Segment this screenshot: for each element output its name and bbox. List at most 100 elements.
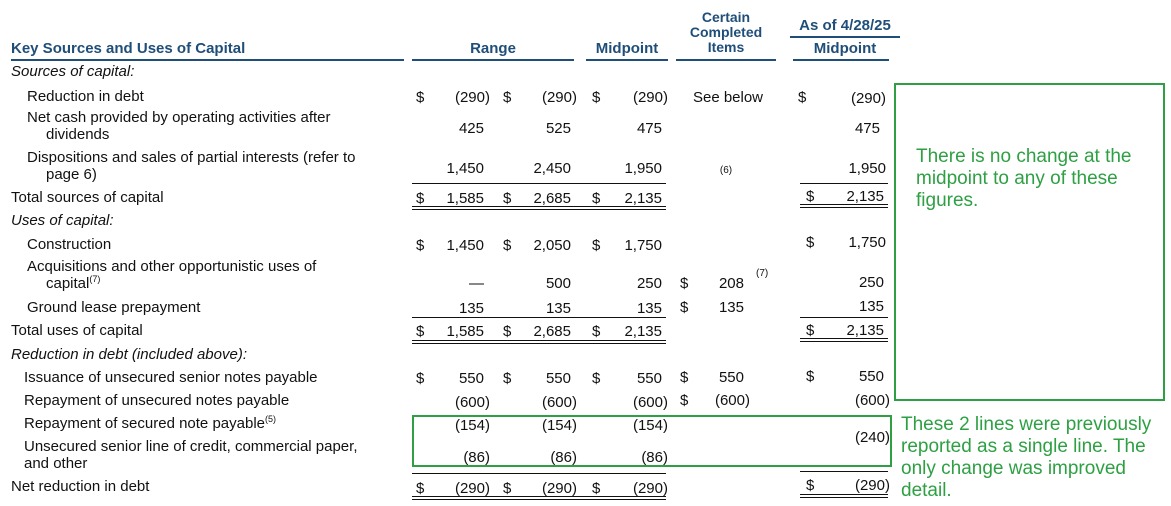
asof-cell: 475 [854,120,880,137]
asof-cell: 250 [858,274,884,291]
midpoint-cell: (290) [632,89,668,106]
footnote-ref: (7) [89,274,101,284]
row-label: Repayment of secured note payable(5) [24,414,276,433]
range-high-cell: (86) [550,449,577,466]
row-label-cont: and other [24,455,88,472]
asof-cell: 2,135 [846,188,884,205]
dollar-sign: $ [680,299,689,316]
range-high-cell: (290) [541,480,577,497]
footnote-ref: (5) [265,414,276,424]
row-label: Net cash provided by operating activitie… [27,109,331,126]
total-rule-2 [800,207,888,208]
certain-cell: 208 [718,275,744,292]
range-high-cell: (600) [541,394,577,411]
range-low-cell: 550 [458,370,484,387]
subtotal-rule [800,471,888,472]
range-high-cell: 2,685 [533,190,571,207]
row-label: Unsecured senior line of credit, commerc… [24,438,358,455]
dollar-sign: $ [806,188,815,205]
range-low-cell: (290) [454,89,490,106]
total-rule-1 [412,206,666,207]
section-uses: Uses of capital: [11,212,114,229]
dollar-sign: $ [416,370,425,387]
total-rule-1 [800,338,888,339]
footnote-ref: (6) [719,165,733,176]
certain-cell: 550 [718,369,744,386]
total-rule-1 [800,494,888,495]
section-sources: Sources of capital: [11,63,135,80]
row-label: Net reduction in debt [11,478,150,495]
annotation-box-midpoint [894,83,1165,401]
range-low-cell: 1,450 [446,160,484,177]
annotation-two-lines: These 2 lines were previously reported a… [901,414,1152,501]
row-label: Total uses of capital [11,322,143,339]
asof-header-underline [790,36,900,38]
dollar-sign: $ [592,323,601,340]
dollar-sign: $ [798,89,807,106]
total-rule-1 [412,496,666,497]
asof-cell: (600) [854,392,890,409]
dollar-sign: $ [503,323,512,340]
midpoint-cell: (86) [641,449,668,466]
range-low-cell: (290) [454,480,490,497]
subtotal-rule [800,183,888,184]
row-label-text: capital [46,275,90,292]
asof-cell: 550 [858,368,884,385]
dollar-sign: $ [503,480,512,497]
asof-header: As of 4/28/25 [799,17,891,34]
midpoint-underline [586,59,668,61]
range-low-cell: (600) [454,394,490,411]
midpoint-cell: 250 [636,275,662,292]
range-low-cell: (86) [463,449,490,466]
row-label: Issuance of unsecured senior notes payab… [24,369,318,386]
subtotal-rule [412,473,666,474]
midpoint-cell: 1,750 [624,237,662,254]
dollar-sign: $ [806,477,815,494]
asof-cell: (290) [850,90,886,107]
row-label: Construction [27,236,112,253]
dollar-sign: $ [503,237,512,254]
row-label-text: Repayment of secured note payable [24,415,265,432]
midpoint-cell: (600) [632,394,668,411]
row-label-cont: dividends [46,126,110,143]
dollar-sign: $ [503,190,512,207]
annotation-no-change: There is no change at the midpoint to an… [916,146,1132,211]
dollar-sign: $ [680,392,689,409]
range-high-cell: (154) [541,417,577,434]
range-low-cell: (154) [454,417,490,434]
range-low-cell: 1,450 [446,237,484,254]
subtotal-rule [412,317,666,318]
midpoint-cell: (154) [632,417,668,434]
dollar-sign: $ [416,89,425,106]
midpoint-cell: 2,135 [624,323,662,340]
dollar-sign: $ [680,369,689,386]
dollar-sign: $ [416,480,425,497]
midpoint-cell: 2,135 [624,190,662,207]
title-underline [11,59,404,61]
row-label-cont: page 6) [46,166,97,183]
dollar-sign: $ [503,370,512,387]
range-high-cell: 500 [545,275,571,292]
range-high-cell: 135 [545,300,571,317]
row-label: Dispositions and sales of partial intere… [27,149,356,166]
range-high-cell: 550 [545,370,571,387]
certain-cell: See below [692,89,764,106]
dollar-sign: $ [592,480,601,497]
total-rule-2 [800,341,888,342]
range-high-cell: 2,685 [533,323,571,340]
range-low-cell: 1,585 [446,323,484,340]
certain-cell: 135 [718,299,744,316]
row-label: Repayment of unsecured notes payable [24,392,290,409]
table-title: Key Sources and Uses of Capital [11,40,246,57]
dollar-sign: $ [503,89,512,106]
asof-cell: 2,135 [846,322,884,339]
certain-header-1: Certain [701,9,751,25]
range-high-cell: 525 [545,120,571,137]
dollar-sign: $ [806,234,815,251]
dollar-sign: $ [806,322,815,339]
midpoint-cell: 1,950 [624,160,662,177]
midpoint-cell: (290) [632,480,668,497]
section-reduction: Reduction in debt (included above): [11,346,247,363]
asof-cell: 1,950 [848,160,886,177]
asof-cell: (290) [854,477,890,494]
